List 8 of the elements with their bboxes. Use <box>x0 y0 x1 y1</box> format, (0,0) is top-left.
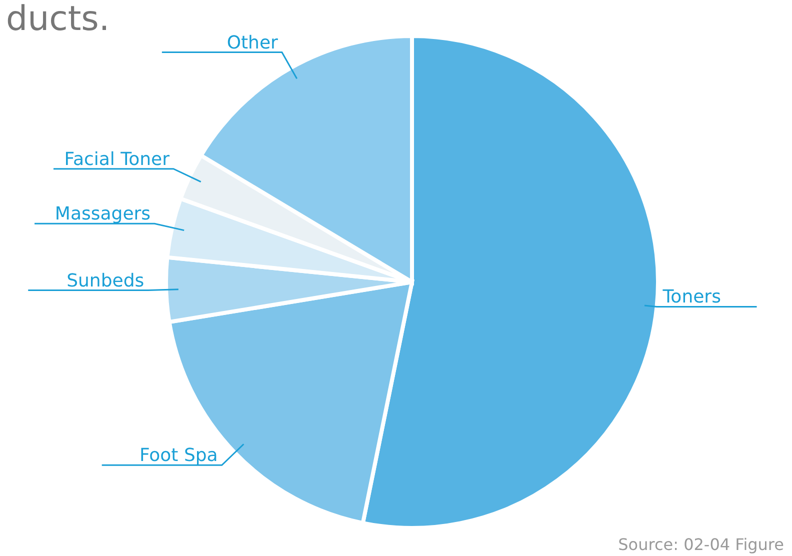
source-note: Source: 02-04 Figure <box>618 535 784 554</box>
slice-label: Facial Toner <box>64 148 170 170</box>
slice-label: Other <box>226 32 279 54</box>
chart-title: ducts. <box>6 0 110 39</box>
slice-label: Massagers <box>54 204 151 225</box>
slice-label: Sunbeds <box>66 270 144 292</box>
slice-label: Foot Spa <box>139 445 218 466</box>
slice-label: Toners <box>662 286 721 308</box>
